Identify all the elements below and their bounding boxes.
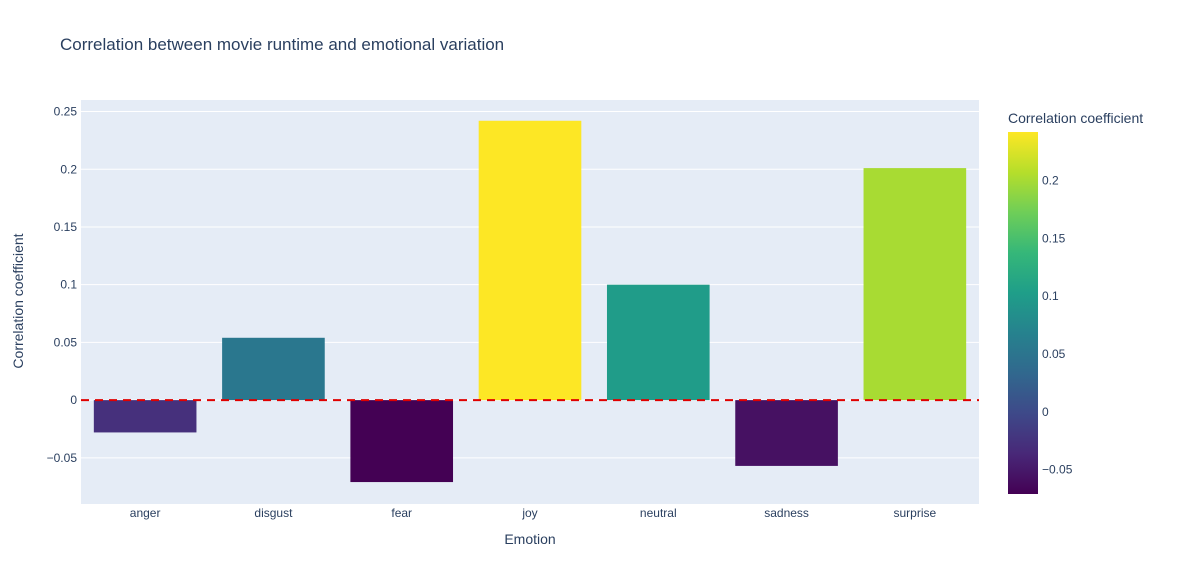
colorbar bbox=[1008, 132, 1038, 494]
x-tick-label: joy bbox=[521, 506, 537, 520]
colorbar-tick-label: −0.05 bbox=[1042, 463, 1073, 477]
bar-surprise[interactable] bbox=[863, 168, 967, 401]
y-tick-label: 0.05 bbox=[54, 335, 78, 349]
x-tick-label: sadness bbox=[764, 506, 809, 520]
bars bbox=[93, 120, 967, 483]
colorbar-tick-label: 0 bbox=[1042, 405, 1049, 419]
bar-sadness[interactable] bbox=[735, 400, 838, 466]
y-tick-label: 0.1 bbox=[60, 278, 77, 292]
y-tick-label: 0 bbox=[70, 393, 77, 407]
bar-anger[interactable] bbox=[93, 400, 197, 433]
colorbar-title: Correlation coefficient bbox=[1008, 110, 1143, 126]
colorbar-ticks: −0.05 0 0.05 0.1 0.15 0.2 bbox=[1042, 174, 1073, 477]
x-tick-label: surprise bbox=[894, 506, 937, 520]
colorbar-tick-label: 0.1 bbox=[1042, 289, 1059, 303]
x-axis-title: Emotion bbox=[504, 531, 555, 547]
bar-neutral[interactable] bbox=[606, 284, 710, 401]
y-tick-label: 0.15 bbox=[54, 220, 78, 234]
y-tick-label: 0.25 bbox=[54, 105, 78, 119]
x-tick-label: fear bbox=[391, 506, 412, 520]
bar-disgust[interactable] bbox=[222, 337, 325, 401]
x-tick-label: anger bbox=[130, 506, 161, 520]
x-axis-ticks: anger disgust fear joy neutral sadness surpris… bbox=[130, 506, 937, 520]
chart-title: Correlation between movie runtime and em… bbox=[60, 35, 504, 54]
bar-fear[interactable] bbox=[350, 400, 454, 483]
colorbar-tick-label: 0.15 bbox=[1042, 231, 1066, 245]
y-axis-ticks: −0.05 0 0.05 0.1 0.15 0.2 0.25 bbox=[47, 105, 78, 465]
y-tick-label: −0.05 bbox=[47, 451, 78, 465]
x-tick-label: neutral bbox=[640, 506, 677, 520]
colorbar-tick-label: 0.2 bbox=[1042, 174, 1059, 188]
y-tick-label: 0.2 bbox=[60, 162, 77, 176]
colorbar-tick-label: 0.05 bbox=[1042, 347, 1066, 361]
y-axis-title: Correlation coefficient bbox=[10, 233, 26, 368]
x-tick-label: disgust bbox=[254, 506, 293, 520]
bar-joy[interactable] bbox=[478, 120, 582, 401]
